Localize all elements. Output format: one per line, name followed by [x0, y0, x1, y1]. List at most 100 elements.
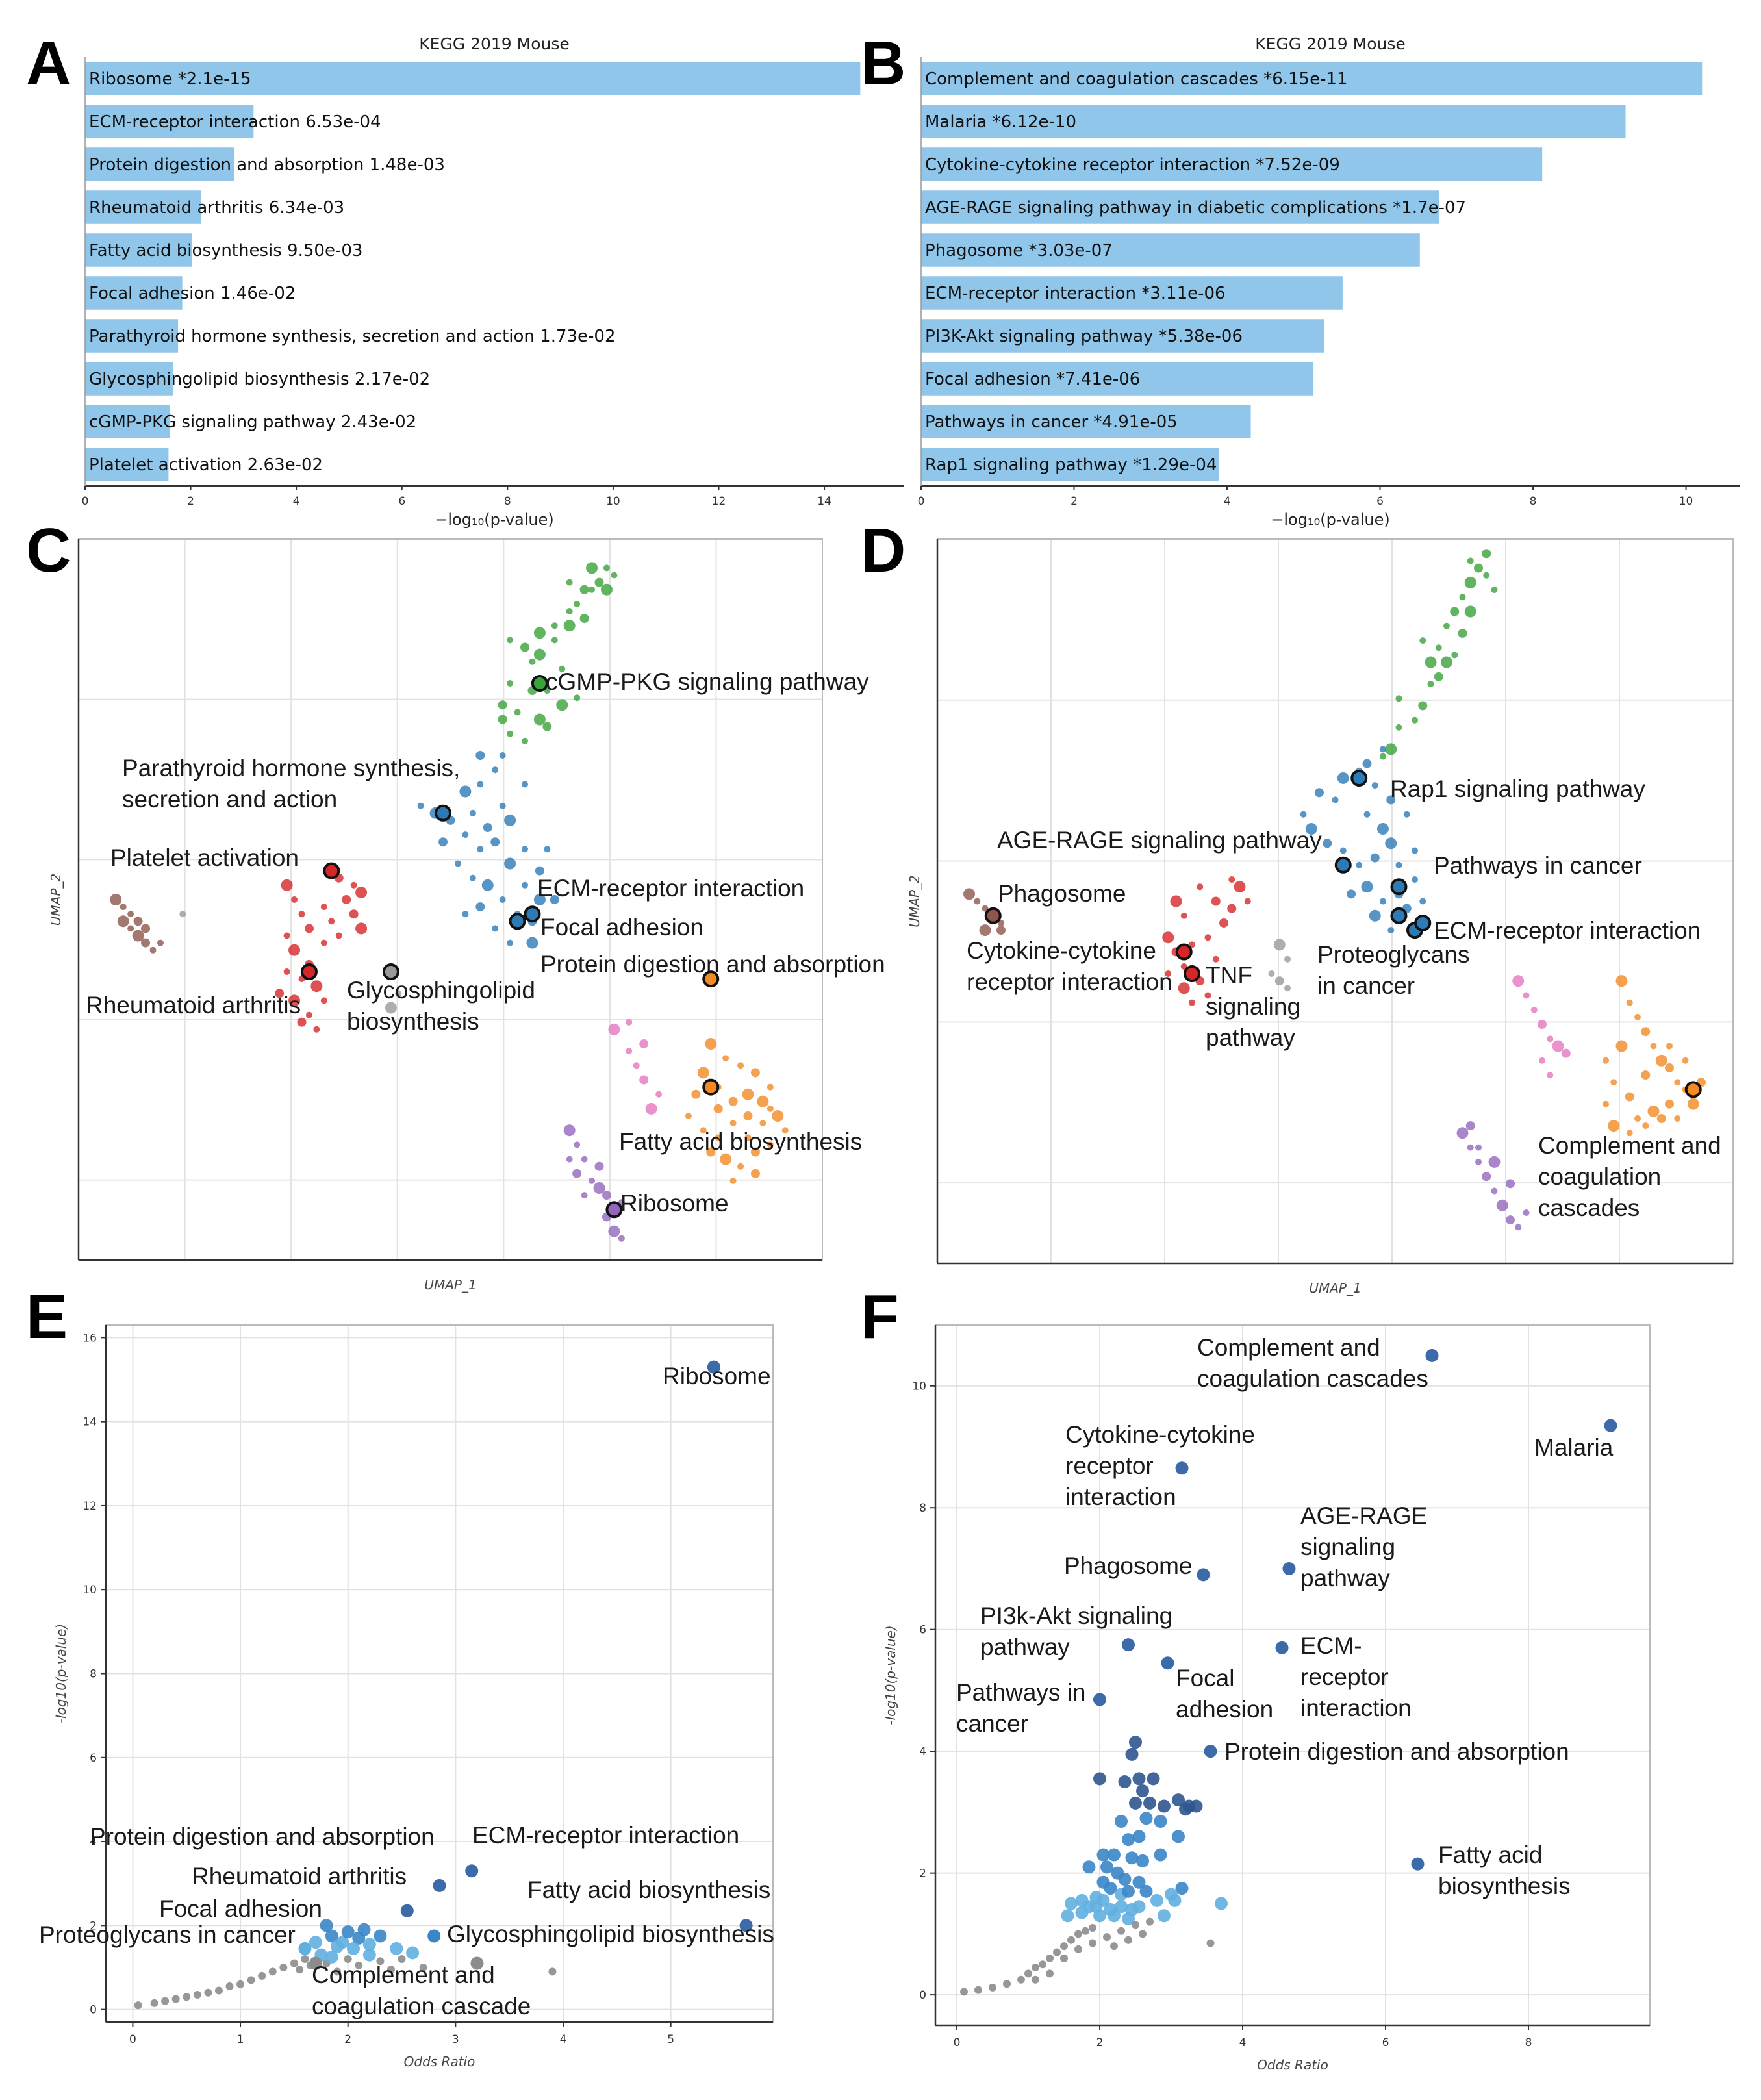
- cluster-point: [320, 904, 327, 911]
- cluster-point: [179, 911, 186, 918]
- cluster-point: [1615, 1040, 1628, 1052]
- point-annotation: Proteoglycans in cancer: [1317, 941, 1469, 999]
- bar: [85, 276, 183, 310]
- x-tick-label: 8: [1530, 495, 1537, 508]
- point-annotation: Ribosome: [620, 1190, 729, 1217]
- cluster-point: [750, 1169, 760, 1178]
- point-annotation-line: TNF: [1206, 962, 1252, 989]
- bar-label: Complement and coagulation cascades *6.1…: [925, 70, 1348, 89]
- scatter-point: [1154, 1814, 1167, 1828]
- cluster-point: [1634, 1115, 1641, 1122]
- cluster-point: [550, 895, 559, 904]
- cluster-point: [417, 802, 424, 809]
- point-annotation-line: AGE-RAGE: [1300, 1502, 1427, 1529]
- panel-b-bar-chart: KEGG 2019 Mouse Complement and coagulatio…: [918, 34, 1740, 529]
- scatter-point: [1132, 1830, 1146, 1843]
- cluster-point: [529, 658, 536, 665]
- cluster-point: [275, 989, 285, 998]
- highlighted-point: [531, 675, 548, 692]
- cluster-point: [1451, 652, 1458, 659]
- cluster-point: [1634, 1013, 1641, 1020]
- cluster-point: [1227, 904, 1237, 913]
- scatter-point: [357, 1923, 371, 1936]
- point-annotation-line: Protein digestion and absorption: [1224, 1738, 1569, 1765]
- cluster-point: [349, 909, 359, 919]
- scatter-point: [325, 1929, 338, 1943]
- cluster-point: [639, 1039, 649, 1048]
- highlighted-point: [509, 913, 526, 930]
- cluster-point: [1665, 1099, 1674, 1109]
- y-axis-label: -log10(p-value): [883, 1625, 898, 1725]
- cluster-point: [350, 881, 357, 889]
- cluster-point: [498, 715, 507, 724]
- bar: [921, 276, 1343, 310]
- cluster-point: [522, 737, 528, 744]
- scatter-point: [1060, 1954, 1068, 1962]
- cluster-point: [1458, 628, 1467, 638]
- cluster-point: [1361, 881, 1373, 893]
- cluster-point: [1419, 637, 1426, 644]
- cluster-point: [556, 699, 568, 711]
- y-axis-label: -log10(p-value): [53, 1624, 69, 1723]
- cluster-point: [469, 874, 476, 881]
- scatter-point: [1150, 1893, 1163, 1907]
- cluster-point: [1385, 837, 1397, 850]
- bar-label: Phagosome *3.03e-07: [925, 241, 1113, 260]
- x-tick-label: 2: [344, 2033, 351, 2046]
- scatter-point: [1129, 1796, 1142, 1810]
- x-tick-label: 0: [82, 495, 89, 508]
- cluster-point: [1380, 753, 1386, 760]
- scatter-point: [1172, 1793, 1185, 1807]
- cluster-point: [589, 586, 596, 593]
- y-tick-label: 0: [90, 2004, 97, 2017]
- point-annotation-line: Complement and: [1538, 1132, 1721, 1159]
- point-annotation-line: Cytokine-cytokine: [967, 937, 1156, 964]
- cluster-point: [355, 922, 368, 935]
- cluster-point: [1315, 788, 1324, 798]
- cluster-point: [593, 1182, 605, 1194]
- scatter-point: [419, 1963, 427, 1971]
- highlighted-point: [1684, 1081, 1702, 1098]
- point-annotation: ECM-receptor interaction: [537, 875, 804, 902]
- cluster-point: [1305, 823, 1317, 835]
- cluster-point: [355, 886, 368, 898]
- cluster-point: [728, 1096, 738, 1106]
- bar: [85, 105, 254, 138]
- cluster-point: [1273, 939, 1286, 951]
- cluster-point: [475, 902, 485, 912]
- cluster-point: [1488, 1156, 1501, 1168]
- cluster-point: [1666, 1043, 1673, 1050]
- y-tick-label: 12: [82, 1500, 97, 1513]
- point-annotation-line: Rheumatoid arthritis: [86, 992, 301, 1018]
- cluster-point: [1234, 881, 1246, 893]
- cluster-point: [1523, 992, 1530, 999]
- scatter-point: [1082, 1860, 1096, 1874]
- cluster-point: [1323, 839, 1332, 848]
- scatter-point: [1046, 1954, 1054, 1962]
- point-annotation: cGMP-PKG signaling pathway: [546, 668, 869, 695]
- scatter-point: [1110, 1942, 1118, 1951]
- cluster-point: [1656, 1114, 1666, 1123]
- cluster-point: [766, 1105, 774, 1112]
- scatter-point: [1154, 1848, 1167, 1862]
- scatter-point: [1046, 1969, 1054, 1978]
- cluster-point: [385, 1002, 397, 1014]
- bar-label: Cytokine-cytokine receptor interaction *…: [925, 155, 1340, 175]
- labeled-point: [1411, 1857, 1425, 1871]
- cluster-point: [982, 905, 989, 912]
- cluster-point: [481, 879, 494, 891]
- cluster-point: [1474, 563, 1483, 573]
- point-annotation: ECM-receptor interaction: [1300, 1632, 1412, 1721]
- highlighted-point: [435, 804, 452, 822]
- labeled-point: [1175, 1461, 1189, 1475]
- x-tick-label: 8: [1525, 2036, 1532, 2049]
- point-annotation-line: Protein digestion and absorption: [90, 1823, 435, 1850]
- point-annotation-line: Focal adhesion: [540, 914, 703, 941]
- cluster-point: [533, 648, 546, 661]
- highlighted-point: [1334, 856, 1352, 874]
- scatter-point: [1096, 1875, 1110, 1889]
- point-annotation-line: Ribosome: [663, 1363, 771, 1389]
- point-annotation: Malaria: [1534, 1434, 1614, 1461]
- cluster-point: [963, 888, 975, 900]
- bar-label: Glycosphingolipid biosynthesis 2.17e-02: [89, 370, 430, 389]
